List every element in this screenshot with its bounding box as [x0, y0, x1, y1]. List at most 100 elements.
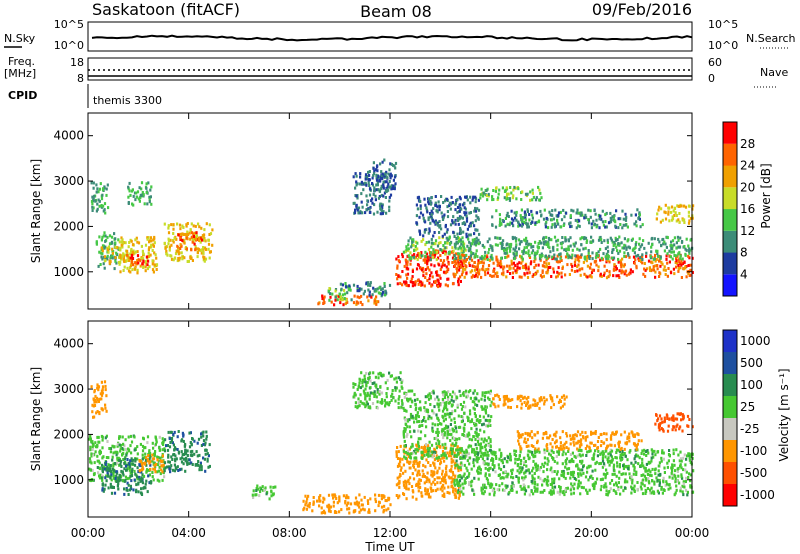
range-gate-cell	[397, 274, 400, 278]
range-gate-cell	[168, 460, 171, 464]
range-gate-cell	[656, 267, 659, 271]
range-gate-cell	[448, 236, 451, 239]
range-gate-cell	[457, 283, 460, 287]
range-gate-cell	[570, 208, 573, 212]
range-gate-cell	[91, 403, 94, 407]
range-gate-cell	[603, 264, 606, 268]
range-gate-cell	[505, 275, 508, 279]
range-gate-cell	[648, 481, 651, 485]
range-gate-cell	[370, 199, 373, 203]
range-gate-cell	[107, 206, 110, 210]
range-gate-cell	[167, 242, 170, 246]
range-gate-cell	[534, 263, 537, 267]
range-gate-cell	[358, 510, 361, 514]
range-gate-cell	[429, 495, 432, 499]
range-gate-cell	[116, 444, 119, 448]
range-gate-cell	[638, 248, 641, 251]
range-gate-cell	[146, 202, 149, 206]
range-gate-cell	[532, 273, 535, 277]
range-gate-cell	[373, 299, 376, 303]
range-gate-cell	[196, 255, 199, 259]
range-gate-cell	[499, 217, 502, 221]
range-gate-cell	[359, 182, 362, 186]
range-gate-cell	[419, 430, 423, 434]
range-gate-cell	[117, 479, 120, 483]
range-gate-cell	[552, 481, 556, 485]
range-gate-cell	[584, 257, 587, 261]
range-gate-cell	[435, 204, 438, 207]
range-gate-cell	[450, 485, 453, 489]
range-gate-cell	[165, 245, 169, 249]
range-gate-cell	[393, 377, 396, 381]
range-gate-cell	[489, 255, 492, 259]
range-gate-cell	[492, 189, 495, 192]
range-gate-cell	[365, 400, 368, 404]
range-gate-cell	[514, 239, 518, 243]
range-gate-cell	[510, 487, 514, 490]
range-gate-cell	[436, 487, 439, 491]
range-gate-cell	[670, 246, 673, 250]
range-gate-cell	[465, 216, 469, 220]
range-gate-cell	[594, 462, 597, 466]
range-gate-cell	[138, 199, 141, 203]
range-gate-cell	[475, 214, 478, 218]
range-gate-cell	[537, 475, 540, 479]
range-gate-cell	[572, 242, 575, 246]
range-gate-cell	[432, 234, 435, 238]
range-gate-cell	[478, 272, 481, 276]
range-gate-cell	[106, 257, 109, 261]
range-gate-cell	[430, 487, 433, 490]
range-gate-cell	[441, 397, 444, 401]
range-gate-cell	[458, 209, 461, 213]
range-gate-cell	[200, 226, 203, 230]
range-gate-cell	[497, 196, 500, 200]
range-gate-cell	[617, 226, 620, 230]
range-gate-cell	[403, 451, 406, 455]
range-gate-cell	[426, 447, 429, 451]
range-gate-cell	[371, 201, 374, 205]
range-gate-cell	[306, 497, 309, 501]
range-gate-cell	[594, 449, 597, 453]
range-gate-cell	[142, 257, 145, 261]
range-gate-cell	[204, 448, 207, 452]
range-gate-cell	[620, 269, 624, 273]
range-gate-cell	[396, 266, 399, 270]
range-gate-cell	[458, 252, 461, 256]
range-gate-cell	[552, 248, 555, 252]
range-gate-cell	[683, 260, 686, 264]
range-gate-cell	[402, 433, 405, 437]
range-gate-cell	[442, 400, 445, 404]
range-gate-cell	[482, 256, 485, 260]
range-gate-cell	[409, 280, 412, 284]
range-gate-cell	[531, 191, 534, 195]
range-gate-cell	[403, 427, 406, 430]
range-gate-cell	[650, 245, 653, 249]
range-gate-cell	[398, 395, 401, 399]
range-gate-cell	[122, 257, 126, 261]
range-gate-cell	[627, 238, 630, 242]
range-gate-cell	[438, 408, 441, 412]
range-gate-cell	[569, 476, 572, 480]
range-gate-cell	[523, 471, 526, 475]
range-gate-cell	[524, 239, 527, 243]
range-gate-cell	[436, 244, 440, 248]
range-gate-cell	[609, 211, 612, 215]
range-gate-cell	[140, 257, 143, 261]
range-gate-cell	[115, 470, 118, 474]
range-gate-cell	[489, 392, 492, 395]
range-gate-cell	[634, 213, 637, 217]
range-gate-cell	[121, 479, 125, 483]
range-gate-cell	[148, 454, 151, 458]
range-gate-cell	[666, 235, 669, 239]
range-gate-cell	[454, 409, 457, 413]
range-gate-cell	[488, 467, 491, 470]
range-gate-cell	[464, 267, 467, 271]
range-gate-cell	[154, 450, 157, 453]
range-gate-cell	[600, 241, 603, 244]
range-gate-cell	[580, 243, 583, 247]
range-gate-cell	[447, 390, 450, 394]
range-gate-cell	[407, 247, 410, 251]
range-gate-cell	[126, 477, 129, 481]
range-gate-cell	[479, 193, 482, 197]
range-gate-cell	[96, 383, 99, 387]
